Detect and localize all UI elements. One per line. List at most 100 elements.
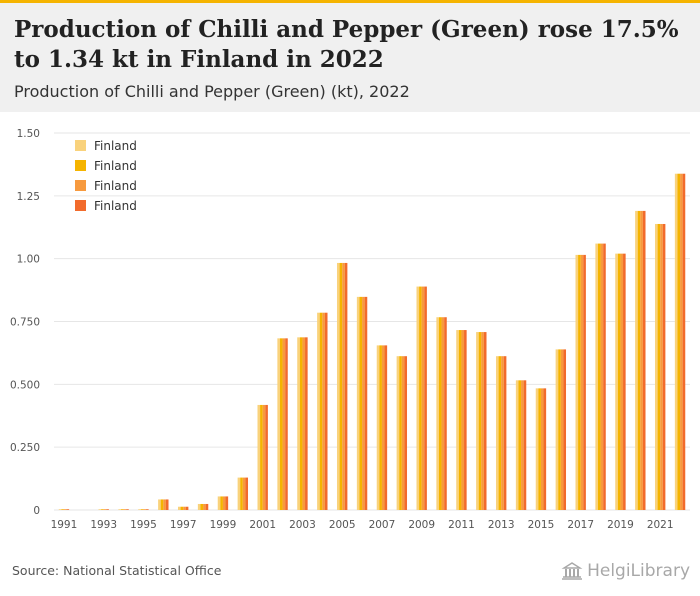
x-tick-label: 2017 [567,519,594,531]
bar [680,173,683,510]
x-tick-label: 2007 [369,519,396,531]
bar [662,223,666,510]
bar [200,503,204,510]
bar [518,380,522,510]
bar [421,286,425,510]
bar [282,338,286,510]
bar [362,296,365,510]
bar [143,509,147,510]
bar [444,317,447,510]
bar [319,312,323,510]
bar [384,345,388,510]
bar [535,388,539,510]
bar [436,317,439,510]
x-tick-label: 2019 [607,519,634,531]
bar [376,345,380,510]
bar [66,509,70,510]
bar [237,477,241,510]
bar [123,509,127,510]
bar [640,210,643,510]
bar [381,345,385,510]
bar [297,337,300,510]
bar [344,262,348,510]
accent-bar [0,0,700,3]
bar [158,499,161,510]
bar [543,388,547,510]
bar [637,210,641,510]
bar [635,210,638,510]
y-tick-label: 1.00 [17,254,40,266]
bar [438,317,442,510]
bar [58,509,62,510]
bar [419,286,422,510]
helgilibrary-logo[interactable]: HelgiLibrary [561,561,690,581]
bar [106,509,109,510]
bar [359,296,363,510]
x-tick-label: 2013 [488,519,515,531]
bar [217,496,221,510]
bar [575,254,579,510]
x-tick-label: 2005 [329,519,356,531]
bar [595,243,598,510]
chart-title: Production of Chilli and Pepper (Green) … [14,16,679,73]
bar [242,477,246,510]
legend-label: Finland [94,159,137,173]
bar [262,404,266,510]
bar [623,253,626,510]
bar [146,509,149,510]
bar [177,506,181,510]
bar [197,503,201,510]
bar [424,286,427,510]
bar [185,506,189,510]
legend-swatch [75,180,86,191]
bar [560,349,564,510]
bar [660,223,663,510]
bar [285,338,288,510]
bar [617,253,621,510]
bar [495,356,499,510]
x-tick-label: 1993 [90,519,117,531]
bar [342,262,345,510]
bar [523,380,527,510]
bar [677,173,681,510]
bar [580,254,584,510]
bar [558,349,561,510]
bar [118,509,121,510]
x-tick-label: 1995 [130,519,157,531]
bar [563,349,567,510]
bar [396,356,400,510]
x-tick-label: 2015 [528,519,555,531]
bar [277,338,280,510]
bar [521,380,524,510]
bar [464,330,467,510]
bar [260,404,263,510]
bar [183,506,186,510]
bar [101,509,104,510]
bar [61,509,64,510]
bar [416,286,420,510]
x-tick-label: 2011 [448,519,475,531]
x-tick-label: 1997 [170,519,197,531]
y-tick-label: 0.750 [10,317,40,329]
x-tick-label: 2021 [647,519,674,531]
bar [481,332,484,510]
bar [642,210,646,510]
bar [404,356,408,510]
legend-swatch [75,160,86,171]
bar [441,317,445,510]
chart-header: Production of Chilli and Pepper (Green) … [0,3,700,112]
bar [299,337,303,510]
bar [515,380,519,510]
bar [461,330,465,510]
x-tick-label: 2001 [249,519,276,531]
bar [126,509,129,510]
bar [140,509,144,510]
bar [600,243,604,510]
chart-area: 0 0.250 0.500 0.750 1.00 1.25 1.50 1991 1993 1995… [0,115,700,555]
bar [458,330,462,510]
bar [165,499,169,510]
bar [538,388,541,510]
bar [120,509,124,510]
bar [138,509,141,510]
bar [324,312,328,510]
